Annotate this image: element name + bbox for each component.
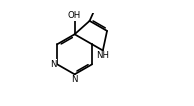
Text: N: N [71,75,78,84]
Text: OH: OH [68,11,81,20]
Text: NH: NH [96,51,109,60]
Text: N: N [50,60,56,69]
